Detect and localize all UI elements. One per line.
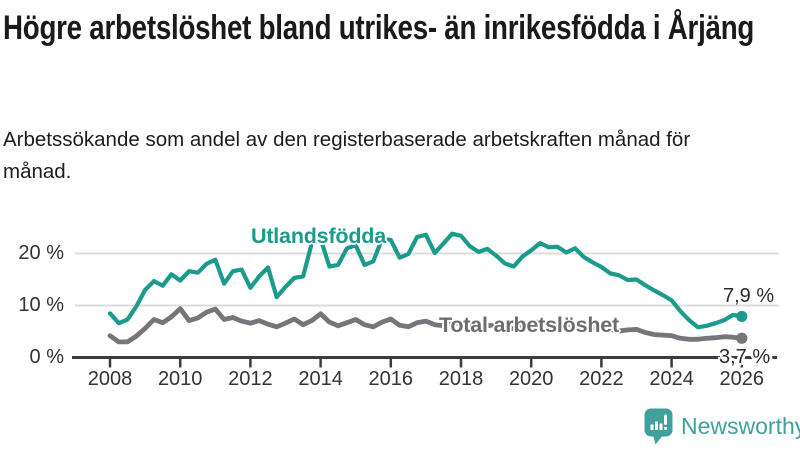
y-tick-label: 10 %	[18, 293, 64, 316]
series-end-dot	[736, 310, 748, 323]
bar-chart-speech-bubble-icon	[644, 408, 674, 451]
x-tick-label: 2020	[508, 368, 554, 390]
y-tick-label: 20 %	[18, 241, 64, 264]
x-tick-label: 2016	[368, 368, 414, 390]
page-subtitle: Arbetssökande som andel av den registerb…	[3, 128, 691, 183]
series-end-dot	[736, 332, 748, 344]
series-label-utlandsfodda: Utlandsfödda	[251, 224, 386, 248]
y-tick-label: 0 %	[29, 345, 64, 368]
x-tick-label: 2014	[298, 368, 343, 390]
series-line-total	[107, 306, 745, 345]
page-title: Högre arbetslöshet bland utrikes- än inr…	[3, 9, 755, 47]
x-tick-label: 2008	[87, 368, 133, 390]
newsworthy-logo: Newsworthy	[644, 408, 800, 451]
x-tick-label: 2024	[649, 368, 694, 390]
newsworthy-brand-text: Newsworthy	[681, 413, 800, 439]
x-tick-label: 2010	[157, 368, 203, 390]
series-label-total-arbetsloshet: Total arbetslöshet	[439, 313, 619, 337]
x-tick-label: 2022	[579, 368, 624, 390]
end-value-label-total: 3,7 %	[719, 346, 771, 368]
end-value-label-utlandsfodda: 7,9 %	[723, 285, 775, 307]
x-tick-label: 2012	[228, 368, 273, 390]
x-tick-label: 2026	[719, 368, 765, 390]
series-line-utlandsfodda	[107, 231, 744, 330]
x-tick-label: 2018	[438, 368, 484, 390]
